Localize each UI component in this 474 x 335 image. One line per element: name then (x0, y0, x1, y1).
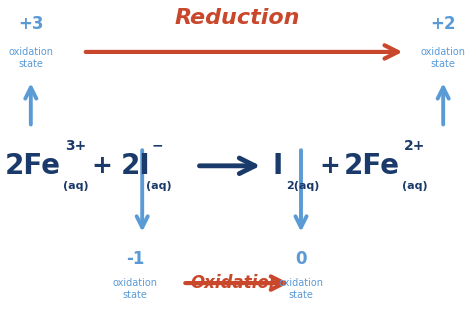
Text: 2Fe: 2Fe (344, 152, 400, 180)
Text: 2(aq): 2(aq) (286, 181, 319, 191)
Text: oxidation
state: oxidation state (279, 278, 323, 300)
Text: oxidation
state: oxidation state (9, 47, 53, 69)
Text: Reduction: Reduction (174, 8, 300, 28)
Text: 0: 0 (295, 250, 307, 268)
Text: (aq): (aq) (402, 181, 428, 191)
Text: +: + (319, 154, 340, 178)
Text: 2I: 2I (121, 152, 151, 180)
Text: -1: -1 (126, 250, 144, 268)
Text: +2: +2 (430, 15, 456, 33)
Text: (aq): (aq) (63, 181, 88, 191)
Text: +: + (91, 154, 112, 178)
Text: (aq): (aq) (146, 181, 172, 191)
Text: oxidation
state: oxidation state (113, 278, 157, 300)
Text: 3+: 3+ (65, 139, 86, 153)
Text: 2+: 2+ (404, 139, 425, 153)
Text: Oxidation: Oxidation (190, 274, 281, 292)
Text: 2Fe: 2Fe (5, 152, 61, 180)
Text: −: − (152, 139, 164, 153)
Text: I: I (273, 152, 283, 180)
Text: oxidation
state: oxidation state (421, 47, 465, 69)
Text: +3: +3 (18, 15, 44, 33)
